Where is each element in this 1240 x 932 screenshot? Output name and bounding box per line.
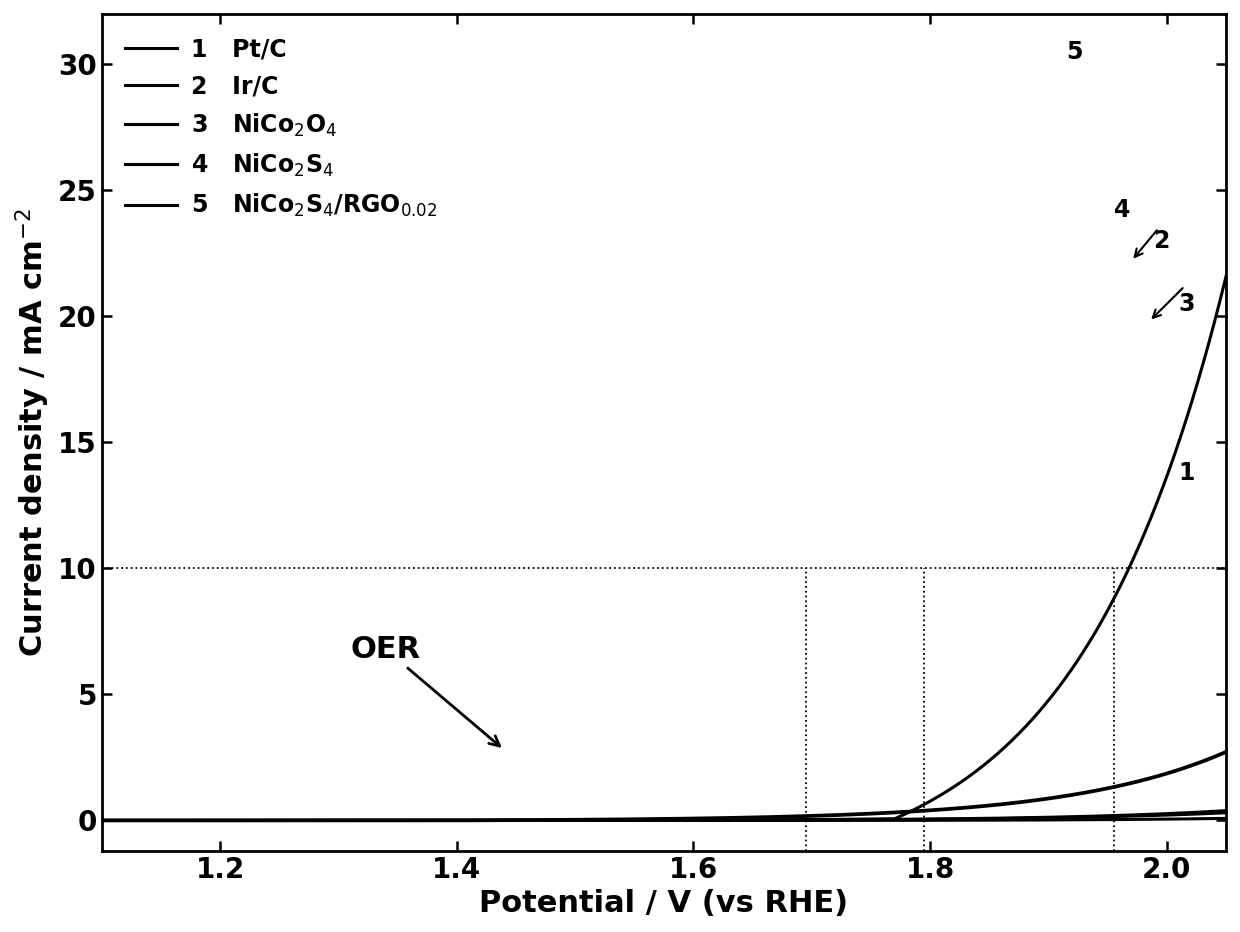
Text: 1: 1 (1179, 460, 1195, 485)
Y-axis label: Current density / mA cm$^{-2}$: Current density / mA cm$^{-2}$ (14, 208, 52, 657)
X-axis label: Potential / V (vs RHE): Potential / V (vs RHE) (480, 889, 848, 918)
Text: OER: OER (350, 635, 500, 747)
Text: 4: 4 (1114, 199, 1130, 223)
Text: 5: 5 (1066, 40, 1083, 63)
Legend: 1   Pt/C, 2   Ir/C, 3   NiCo$_2$O$_4$, 4   NiCo$_2$S$_4$, 5   NiCo$_2$S$_4$/RGO$: 1 Pt/C, 2 Ir/C, 3 NiCo$_2$O$_4$, 4 NiCo$… (114, 26, 449, 231)
Text: 2: 2 (1153, 228, 1169, 253)
Text: 3: 3 (1179, 292, 1195, 316)
